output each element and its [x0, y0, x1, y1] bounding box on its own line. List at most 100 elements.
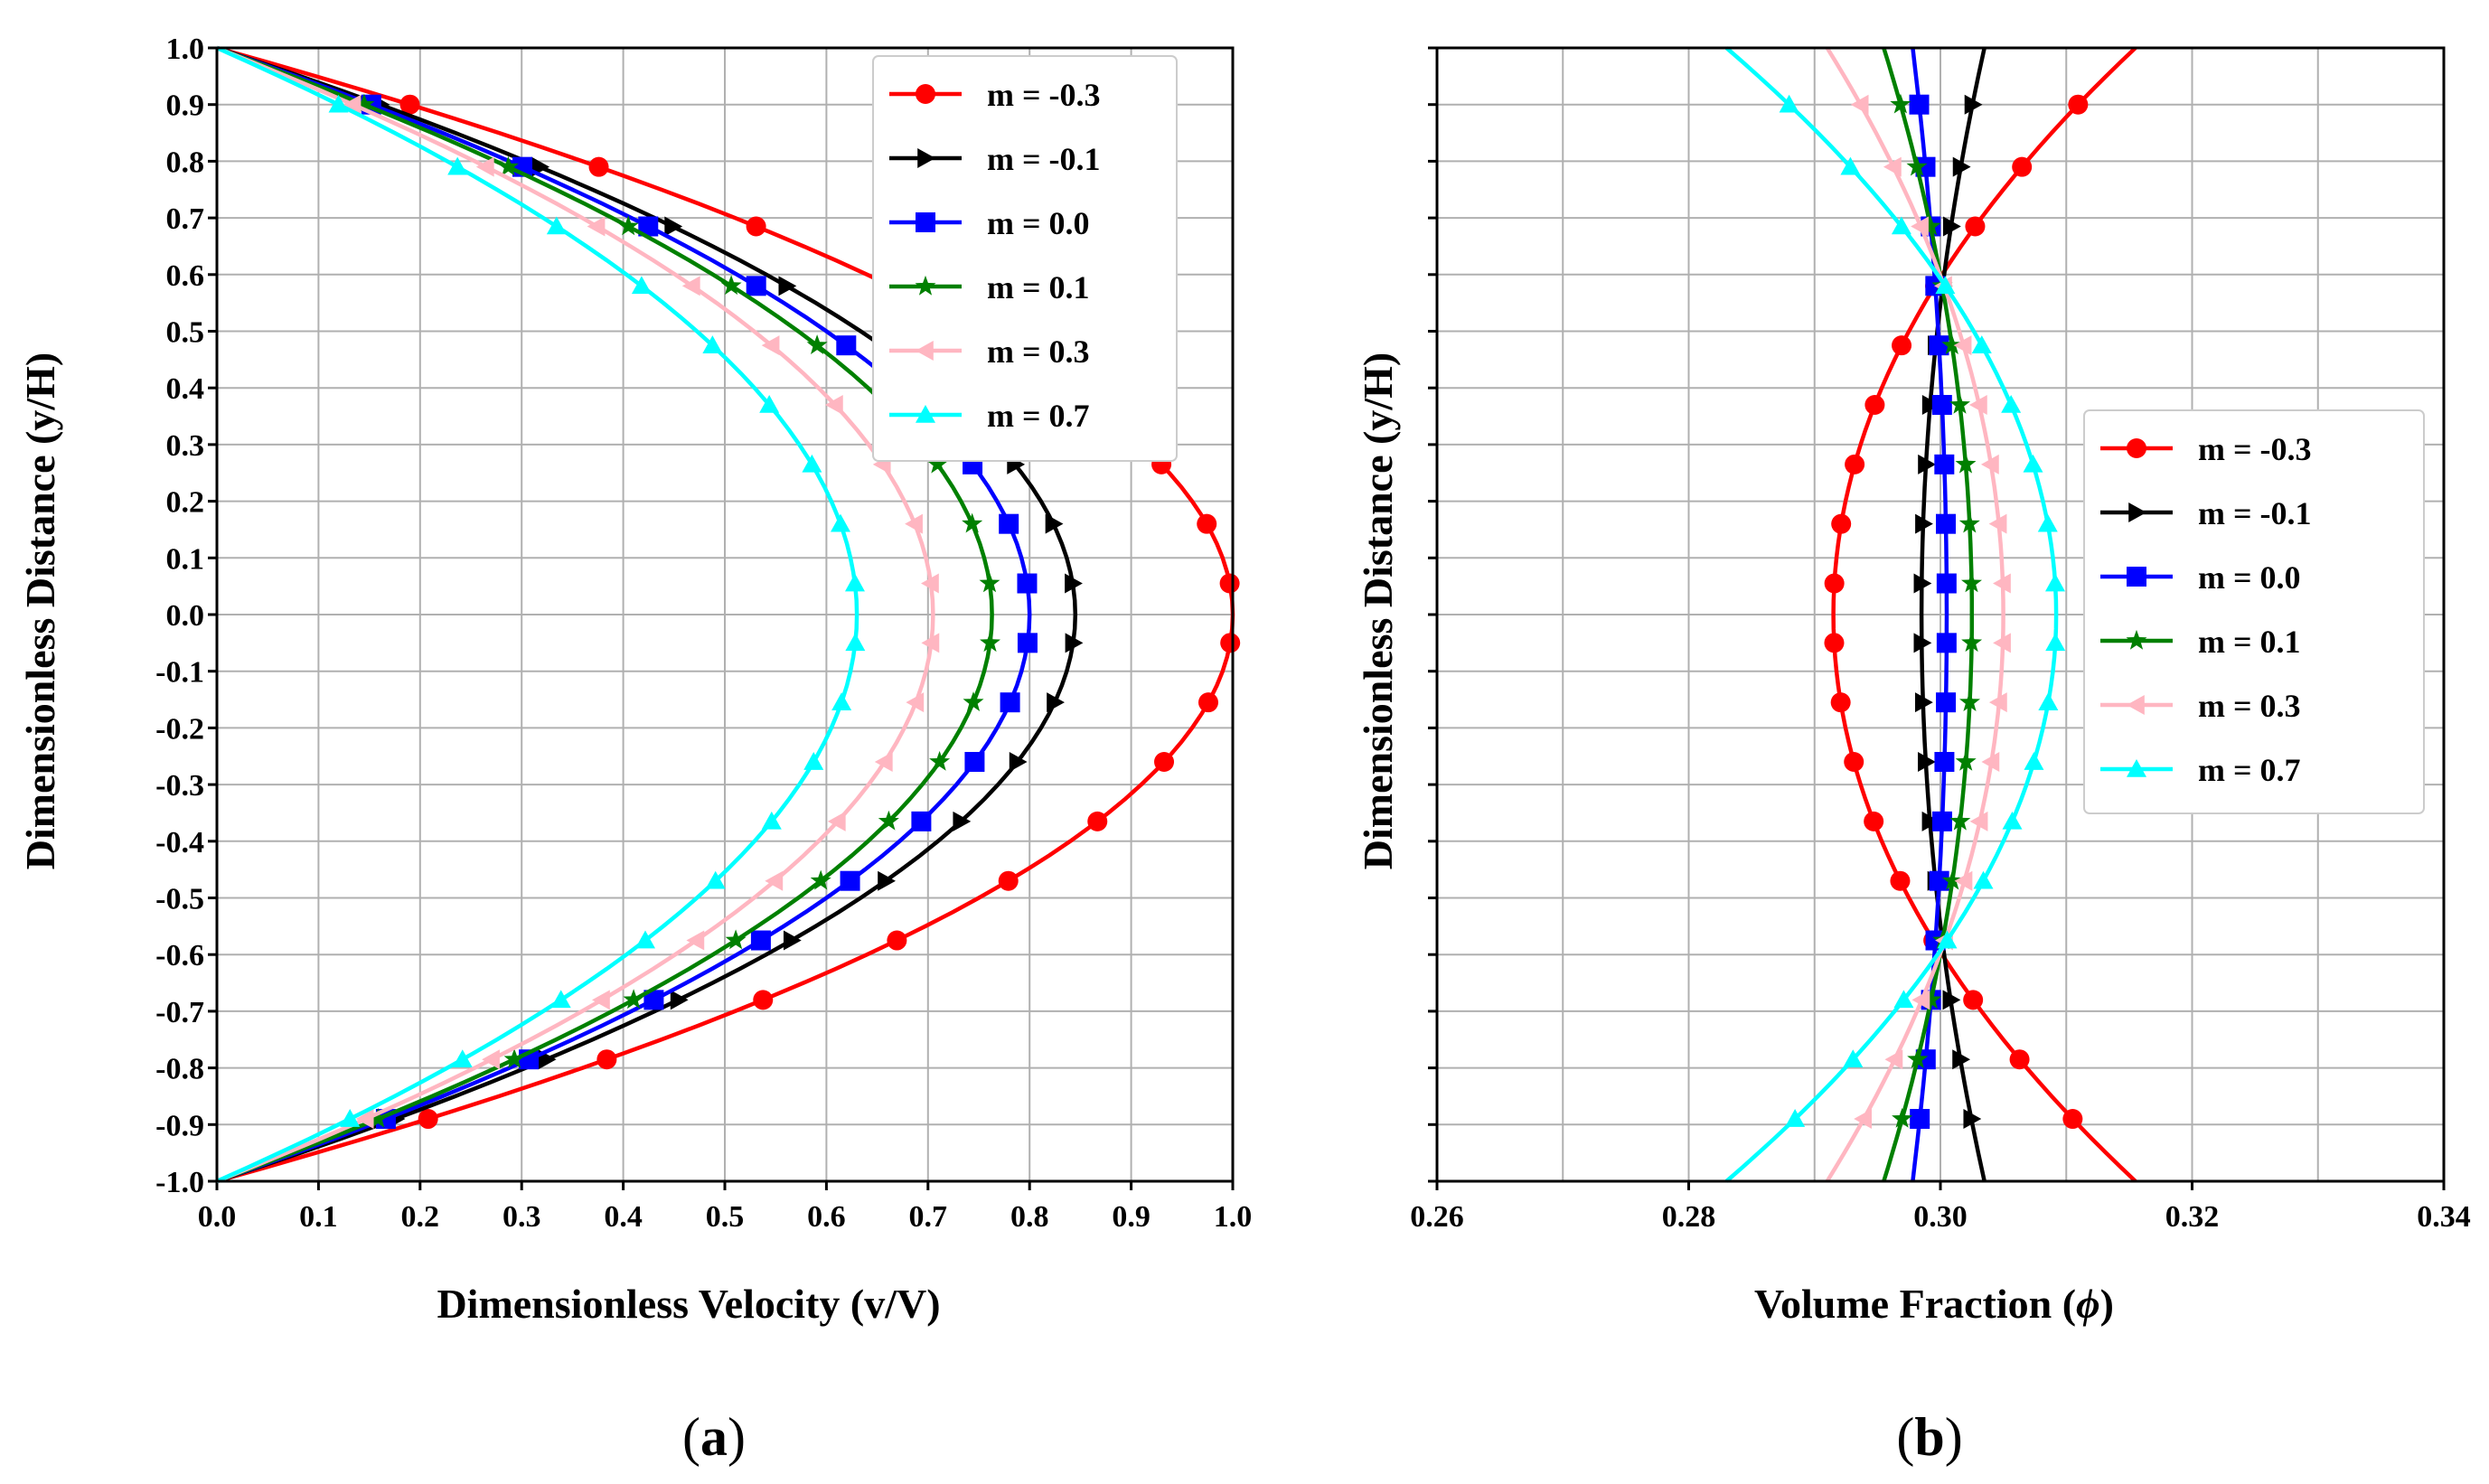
data-point — [2024, 752, 2044, 770]
data-point — [953, 811, 972, 831]
phi-symbol: ϕ — [2076, 1281, 2100, 1327]
data-point — [1892, 1107, 1913, 1128]
data-point — [921, 573, 939, 594]
data-point — [670, 990, 689, 1010]
data-point — [475, 156, 494, 177]
data-point — [963, 691, 984, 711]
data-point — [1988, 513, 2007, 534]
legend-label: m = -0.1 — [987, 141, 1101, 177]
data-point — [1954, 870, 1973, 891]
y-tick-label: 0.1 — [166, 542, 205, 576]
y-tick-label: -0.4 — [155, 826, 204, 859]
data-point — [1918, 454, 1937, 474]
legend-marker — [2127, 695, 2145, 715]
x-tick-label: 0.9 — [1112, 1200, 1151, 1234]
legend-label: m = 0.3 — [2198, 688, 2301, 724]
data-point — [1864, 395, 1885, 416]
y-axis-label-b: Dimensionless Distance (y/H) — [1355, 352, 1401, 869]
data-point — [1779, 94, 1799, 113]
legend-marker — [915, 275, 936, 296]
data-point — [1920, 215, 1941, 236]
data-point — [355, 1109, 374, 1130]
data-point — [1909, 94, 1930, 115]
data-point — [1949, 810, 1971, 831]
data-point — [587, 216, 606, 237]
data-point — [1934, 752, 1955, 773]
data-point — [1953, 335, 1972, 356]
data-point — [1949, 393, 1970, 414]
data-point — [964, 752, 985, 773]
plot-frame — [1435, 46, 2446, 1183]
data-point — [1009, 752, 1028, 773]
data-point — [1993, 633, 2011, 653]
data-point — [634, 930, 655, 949]
legend-label: m = 0.1 — [987, 269, 1090, 305]
legend-label: m = -0.3 — [987, 77, 1101, 113]
data-point — [1936, 633, 1957, 653]
y-tick-label: -0.2 — [155, 712, 204, 746]
x-tick-label: 0.1 — [299, 1200, 338, 1234]
x-tick-label: 0.4 — [604, 1200, 643, 1234]
data-point — [1931, 395, 1952, 416]
data-point — [2009, 1049, 2030, 1070]
data-point — [750, 930, 771, 951]
data-point — [1959, 691, 1980, 711]
series-line — [216, 45, 1078, 1184]
x-tick-label: 0.32 — [2165, 1200, 2220, 1234]
data-point — [1993, 573, 2011, 594]
data-point — [1980, 454, 1999, 474]
legend-label: m = 0.3 — [987, 333, 1090, 370]
data-point — [765, 870, 784, 891]
data-point — [1017, 573, 1038, 594]
legend-label: m = -0.1 — [2198, 495, 2312, 531]
legend-label: m = 0.0 — [2198, 559, 2301, 596]
data-point — [1198, 692, 1218, 713]
legend-item: m = -0.1 — [2100, 495, 2312, 531]
y-tick-label: 0.9 — [166, 89, 205, 123]
data-point — [546, 216, 567, 235]
series-line — [1825, 46, 2005, 1183]
data-point — [1785, 1109, 1806, 1127]
chart-panel-b: 0.26 0.28 0.30 0.32 0.34m = -0.3m = -0.1m = … — [1410, 46, 2471, 1234]
legend-marker — [917, 148, 935, 168]
data-point — [340, 1109, 361, 1127]
legend-marker — [2127, 567, 2146, 587]
data-point — [845, 633, 866, 652]
y-tick-label: 0.7 — [166, 202, 205, 236]
x-tick-label: 0.8 — [1010, 1200, 1049, 1234]
data-point — [1963, 990, 1984, 1010]
y-tick-label: 0.3 — [166, 429, 205, 463]
data-point — [1911, 216, 1929, 237]
panel-label-b-open: ( — [1896, 1407, 1914, 1467]
data-point — [783, 930, 802, 951]
panel-label-a-letter: a — [700, 1407, 728, 1467]
data-point — [1964, 94, 1983, 115]
y-tick-label: 0.8 — [166, 146, 205, 179]
data-point — [998, 870, 1019, 891]
data-point — [1961, 572, 1982, 593]
legend-item: m = 0.7 — [889, 398, 1090, 434]
x-tick-label: 0.6 — [807, 1200, 846, 1234]
data-point — [1893, 990, 1914, 1009]
y-tick-label: -0.9 — [155, 1109, 204, 1142]
x-axis-label-a: Dimensionless Velocity (v/V) — [437, 1281, 940, 1327]
data-point — [831, 692, 852, 710]
data-point — [1854, 1109, 1873, 1130]
data-point — [1961, 632, 1983, 653]
data-point — [1942, 990, 1961, 1010]
series-line — [216, 45, 994, 1184]
legend-item: m = -0.3 — [889, 77, 1101, 113]
data-point — [911, 811, 932, 831]
data-point — [2001, 395, 2022, 413]
x-axis-label-b-close: ) — [2100, 1281, 2114, 1327]
legend-marker — [2126, 629, 2147, 650]
legend-item: m = 0.3 — [2100, 688, 2301, 724]
data-point — [503, 1048, 525, 1068]
data-point — [1973, 870, 1994, 889]
data-point — [1963, 1109, 1982, 1130]
data-point — [1936, 513, 1956, 534]
data-point — [1915, 513, 1933, 534]
y-tick-label: 0.0 — [166, 599, 205, 633]
data-point — [1907, 1048, 1929, 1068]
data-point — [746, 216, 766, 237]
